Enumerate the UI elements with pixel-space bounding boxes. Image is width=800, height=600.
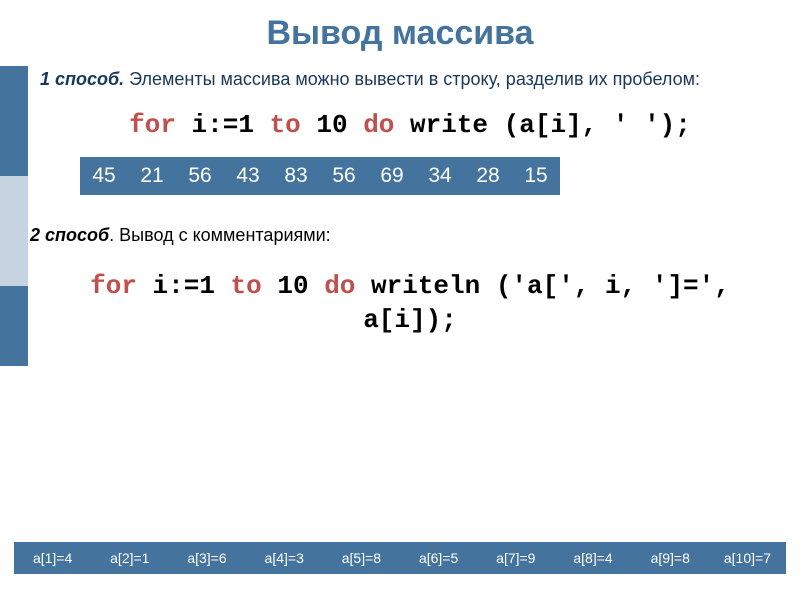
code-part: i:=1 (176, 110, 270, 140)
code-part: write (a[i], ' '); (394, 110, 690, 140)
output-cell: a[6]=5 (400, 542, 477, 574)
output-cell: 69 (368, 157, 416, 195)
method1-text: Элементы массива можно вывести в строку,… (124, 69, 700, 89)
method1-label: 1 способ. (40, 69, 124, 89)
keyword-to: to (270, 110, 301, 140)
output-cell: 43 (224, 157, 272, 195)
output-cell: 83 (272, 157, 320, 195)
code-part: i:=1 (137, 271, 231, 301)
code-part: 10 (301, 110, 363, 140)
method1-output: 45 21 56 43 83 56 69 34 28 15 (80, 157, 560, 195)
sidebar-seg (0, 176, 28, 286)
output-cell: 56 (176, 157, 224, 195)
output-cell: a[8]=4 (554, 542, 631, 574)
keyword-for: for (129, 110, 176, 140)
output-cell: 21 (128, 157, 176, 195)
sidebar-seg (0, 286, 28, 366)
output-cell: a[7]=9 (477, 542, 554, 574)
output-cell: a[9]=8 (632, 542, 709, 574)
method2-output: a[1]=4 a[2]=1 a[3]=6 a[4]=3 a[5]=8 a[6]=… (14, 542, 786, 574)
code-part: writeln ('a[', i, ']=', a[i]); (355, 271, 729, 335)
method1-intro: 1 способ. Элементы массива можно вывести… (40, 67, 780, 91)
method2-intro: 2 способ. Вывод с комментариями: (30, 225, 780, 246)
output-cell: 45 (80, 157, 128, 195)
keyword-to: to (231, 271, 262, 301)
sidebar-seg (0, 66, 28, 176)
keyword-for: for (90, 271, 137, 301)
output-cell: a[5]=8 (323, 542, 400, 574)
method1-code: for i:=1 to 10 do write (a[i], ' '); (40, 109, 780, 143)
keyword-do: do (363, 110, 394, 140)
output-cell: 56 (320, 157, 368, 195)
code-part: 10 (262, 271, 324, 301)
output-cell: a[2]=1 (91, 542, 168, 574)
method2-label: 2 способ (30, 225, 109, 245)
output-cell: a[10]=7 (709, 542, 786, 574)
method2-text: . Вывод с комментариями: (109, 225, 331, 245)
output-cell: 34 (416, 157, 464, 195)
page-title: Вывод массива (0, 0, 800, 67)
output-cell: a[1]=4 (14, 542, 91, 574)
method2-code: for i:=1 to 10 do writeln ('a[', i, ']='… (40, 270, 780, 338)
output-cell: 15 (512, 157, 560, 195)
output-cell: 28 (464, 157, 512, 195)
keyword-do: do (324, 271, 355, 301)
output-cell: a[4]=3 (246, 542, 323, 574)
sidebar-decoration (0, 66, 28, 366)
output-cell: a[3]=6 (168, 542, 245, 574)
